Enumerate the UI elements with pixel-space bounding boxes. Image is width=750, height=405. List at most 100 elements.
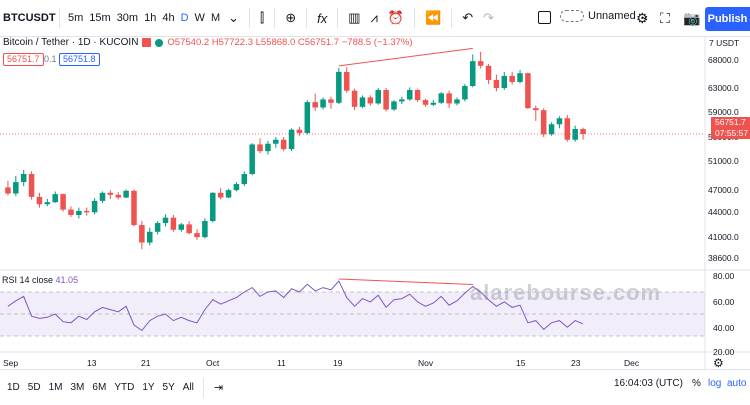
axis-settings-icon[interactable]: ⚙: [713, 356, 724, 370]
candle-body: [194, 233, 200, 238]
time-tick: Nov: [418, 358, 434, 368]
price-tick: 51000.0: [708, 156, 739, 166]
price-tick: 41000.0: [708, 232, 739, 242]
bar-countdown: 07:55:57: [715, 128, 749, 138]
settings-icon[interactable]: ⚙: [636, 10, 649, 26]
candle-body: [202, 221, 208, 238]
interval-30m[interactable]: 30m: [116, 12, 139, 24]
time-tick: 13: [87, 358, 97, 368]
candle-body: [107, 192, 114, 195]
range-all[interactable]: All: [182, 382, 194, 393]
candle-body: [548, 124, 555, 135]
interval-1d[interactable]: D: [180, 12, 189, 24]
add-compare-icon[interactable]: ⊕: [285, 10, 297, 25]
sell-price-button[interactable]: 56751.7: [3, 53, 44, 66]
candle-body: [454, 99, 460, 104]
top-toolbar: BTCUSDT 5m 15m 30m 1h 4h D W M ⌄ ⫿ ⊕ fx …: [0, 0, 750, 37]
percent-toggle[interactable]: %: [692, 378, 701, 389]
candle-body: [225, 190, 232, 198]
time-tick: 23: [571, 358, 581, 368]
rsi-tick: 40.00: [713, 323, 735, 333]
interval-1w[interactable]: W: [194, 12, 205, 24]
candle-body: [446, 93, 452, 104]
clock[interactable]: 16:04:03 (UTC): [614, 378, 683, 389]
redo-icon[interactable]: ↷: [483, 10, 495, 25]
rsi-value: 41.05: [55, 275, 79, 285]
spread-value: 0.1: [44, 54, 57, 64]
range-1d[interactable]: 1D: [7, 382, 20, 393]
candle-body: [273, 139, 279, 144]
interval-15m[interactable]: 15m: [89, 12, 111, 24]
candle-body: [131, 190, 137, 226]
camera-icon[interactable]: 📷: [683, 10, 701, 26]
candle-body: [462, 85, 468, 100]
cloud-icon: [560, 9, 584, 22]
range-1m[interactable]: 1M: [48, 382, 63, 393]
time-tick: 15: [516, 358, 526, 368]
rsi-title: RSI 14 close: [2, 275, 54, 285]
range-1y[interactable]: 1Y: [142, 382, 155, 393]
candle-body: [146, 231, 153, 243]
time-tick: Sep: [3, 358, 19, 368]
candle-body: [123, 190, 129, 198]
bottom-toolbar: 1D 5D 1M 3M 6M YTD 1Y 5Y All ⇥: [0, 369, 750, 405]
undo-icon[interactable]: ↶: [462, 10, 474, 25]
candle-body: [533, 108, 539, 111]
interval-4h[interactable]: 4h: [162, 12, 175, 24]
candle-body: [60, 194, 66, 210]
rsi-tick: 60.00: [713, 297, 735, 307]
layout-name-button[interactable]: Unnamed ⌄: [560, 9, 649, 22]
range-5d[interactable]: 5D: [27, 382, 41, 393]
templates-icon[interactable]: ▥: [348, 10, 361, 25]
candle-body: [509, 75, 515, 82]
series-title[interactable]: Bitcoin / Tether · 1D · KUCOIN: [3, 37, 139, 48]
publish-button[interactable]: Publish: [705, 7, 750, 31]
range-3m[interactable]: 3M: [70, 382, 85, 393]
toolbar-divider: [59, 8, 60, 28]
range-ytd[interactable]: YTD: [114, 382, 135, 393]
candle-body: [20, 174, 27, 183]
candle-body: [257, 144, 263, 152]
candle-body: [525, 73, 531, 109]
auto-toggle[interactable]: auto: [727, 378, 747, 389]
compare-chart-icon[interactable]: ⩘: [370, 10, 378, 25]
candle-body: [399, 99, 405, 102]
indicators-icon[interactable]: fx: [317, 10, 328, 26]
candle-body: [170, 217, 177, 230]
candle-body: [265, 143, 271, 152]
toolbar-divider: [414, 8, 416, 28]
candle-body: [501, 75, 508, 88]
interval-1m[interactable]: M: [210, 12, 221, 24]
candle-body: [280, 139, 287, 150]
candle-body: [217, 192, 224, 198]
market-status-icon: [155, 38, 164, 47]
candle-body: [312, 102, 318, 108]
candle-body: [99, 192, 106, 201]
price-tick: 68000.0: [708, 55, 739, 65]
fullscreen-icon[interactable]: ⛶: [660, 10, 670, 26]
interval-5m[interactable]: 5m: [68, 12, 84, 24]
interval-dropdown-icon[interactable]: ⌄: [228, 10, 240, 25]
watermark-logo: alarebourse.com: [470, 280, 662, 305]
select-layout-icon[interactable]: [538, 11, 551, 24]
candle-body: [249, 144, 255, 174]
alert-icon[interactable]: ⏰: [387, 10, 405, 25]
replay-icon[interactable]: ⏪: [425, 10, 442, 25]
currency-label[interactable]: 7 USDT: [709, 38, 740, 48]
candles-icon[interactable]: ⫿: [260, 10, 265, 25]
candle-body: [556, 118, 563, 125]
date-range-icon[interactable]: ⇥: [213, 382, 224, 394]
ohlc-values: O57540.2 H57722.3 L55868.0 C56751.7 −788…: [167, 37, 413, 48]
symbol-search-button[interactable]: BTCUSDT: [3, 12, 56, 24]
log-toggle[interactable]: log: [708, 378, 722, 389]
candle-body: [470, 61, 476, 86]
range-5y[interactable]: 5Y: [162, 382, 175, 393]
interval-1h[interactable]: 1h: [144, 12, 157, 24]
range-6m[interactable]: 6M: [92, 382, 107, 393]
buy-price-button[interactable]: 56751.8: [59, 53, 100, 66]
candle-body: [343, 71, 350, 91]
toolbar-divider: [202, 377, 204, 398]
candle-body: [13, 182, 19, 194]
candle-body: [36, 196, 43, 205]
